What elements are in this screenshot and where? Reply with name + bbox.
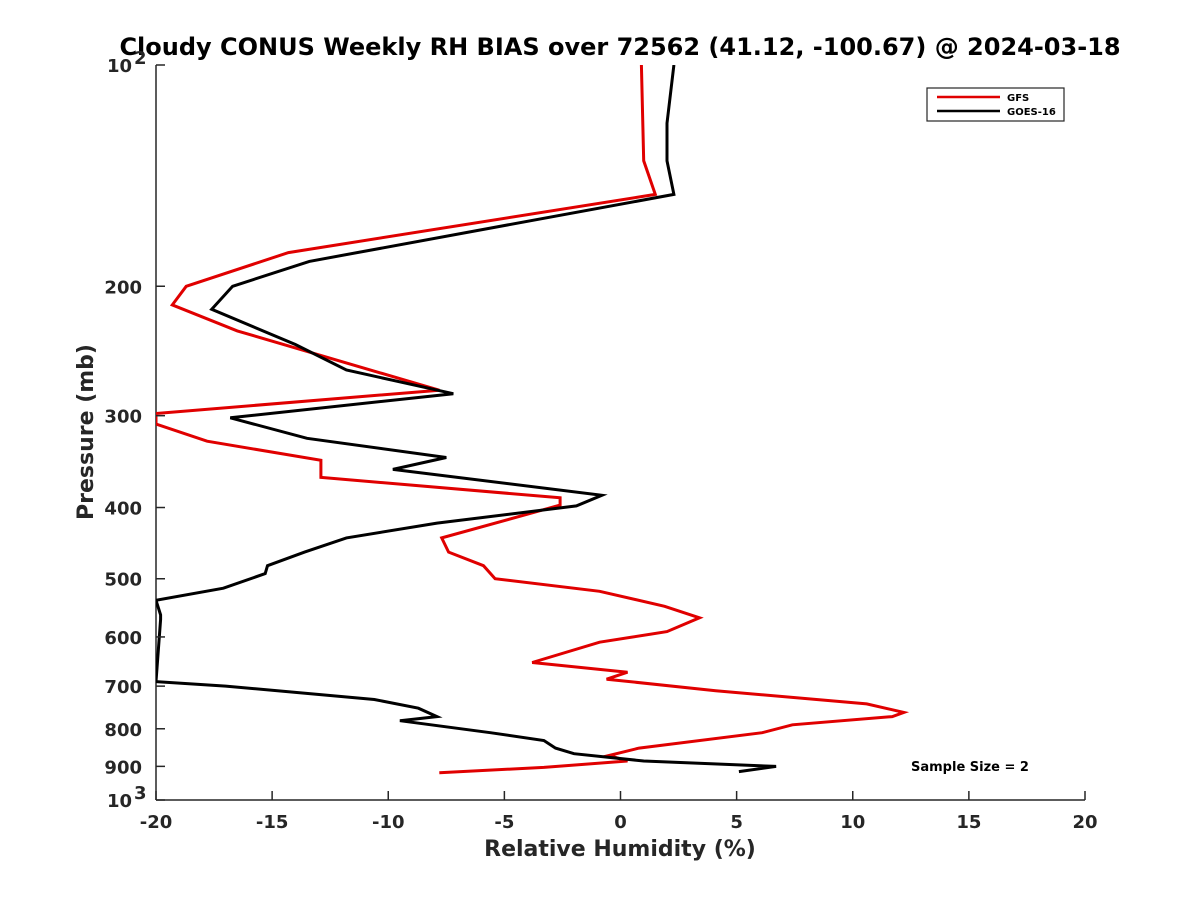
- y-tick-label: 900: [104, 757, 142, 778]
- chart-title: Cloudy CONUS Weekly RH BIAS over 72562 (…: [119, 33, 1120, 61]
- legend-entry-label: GOES-16: [1007, 107, 1056, 118]
- series-line-goes-16: [156, 65, 777, 774]
- y-tick-label: 800: [104, 720, 142, 741]
- x-tick-label: 5: [730, 812, 743, 833]
- y-tick-label: 600: [104, 628, 142, 649]
- y-tick-label: 10: [107, 791, 132, 812]
- plot-area: [155, 65, 1085, 801]
- y-tick-label: 300: [104, 407, 142, 428]
- x-axis-ticks: -20 -15 -10 -5 0 5 10 15 20: [140, 791, 1098, 833]
- legend: GFS GOES-16: [926, 87, 1065, 122]
- y-tick-exponent: 3: [134, 783, 147, 804]
- x-tick-label: 15: [956, 812, 981, 833]
- legend-box: [926, 87, 1065, 122]
- x-tick-label: 10: [840, 812, 865, 833]
- y-tick-exponent: 2: [134, 48, 147, 69]
- x-tick-label: -10: [372, 812, 405, 833]
- y-tick-label: 400: [104, 499, 142, 520]
- x-tick-label: -5: [494, 812, 514, 833]
- y-tick-label: 200: [104, 277, 142, 298]
- x-tick-label: 0: [614, 812, 627, 833]
- series-line-gfs: [156, 65, 910, 775]
- sample-size-annotation: Sample Size = 2: [911, 760, 1029, 775]
- legend-entry-label: GFS: [1007, 93, 1029, 104]
- y-tick-label: 500: [104, 570, 142, 591]
- x-tick-label: -15: [256, 812, 289, 833]
- y-axis-label: Pressure (mb): [74, 344, 99, 520]
- x-tick-label: 20: [1072, 812, 1097, 833]
- y-tick-label: 10: [107, 56, 132, 77]
- x-axis-label: Relative Humidity (%): [484, 837, 756, 862]
- x-tick-label: -20: [140, 812, 173, 833]
- y-tick-label: 700: [104, 677, 142, 698]
- series-layer: [156, 65, 910, 775]
